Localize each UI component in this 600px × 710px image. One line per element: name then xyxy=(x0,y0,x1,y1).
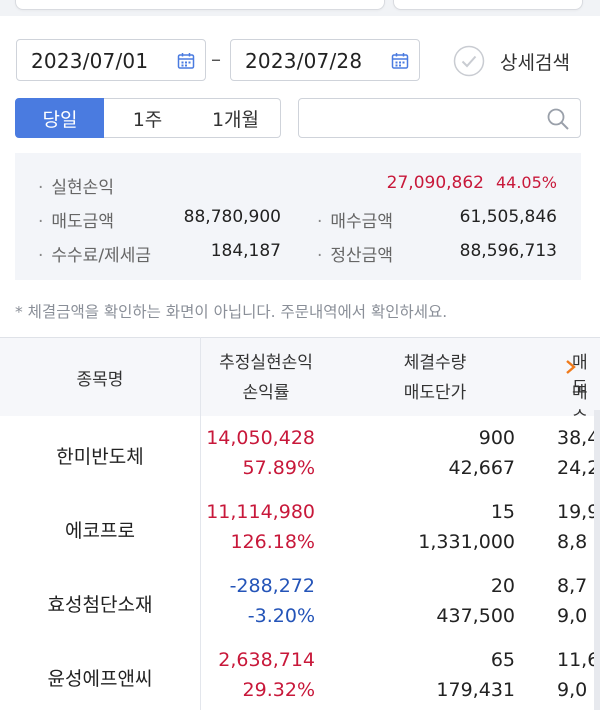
header-est-pnl: 추정실현손익 xyxy=(219,353,313,373)
col4-value-1: 11,6 xyxy=(557,649,600,671)
tab-today[interactable]: 당일 xyxy=(15,98,105,138)
sell-amount-label: 매도금액 xyxy=(38,207,114,232)
settlement-value: 88,596,713 xyxy=(459,241,557,261)
exec-qty-value: 900 xyxy=(478,427,515,449)
sell-amount-value: 88,780,900 xyxy=(183,207,281,227)
sell-price-value: 42,667 xyxy=(448,457,515,479)
fee-tax-label: 수수료/제세금 xyxy=(38,241,151,266)
top-card-left[interactable] xyxy=(15,0,385,10)
stock-name: 윤성에프앤씨 xyxy=(47,668,153,690)
table-row[interactable]: 한미반도체 14,050,428 57.89% 900 42,667 38,4 … xyxy=(0,416,600,491)
est-pnl-value: 11,114,980 xyxy=(206,501,315,523)
table-row[interactable]: 효성첨단소재 -288,272 -3.20% 20 437,500 8,7 9,… xyxy=(0,564,600,639)
end-date-picker[interactable]: 2023/07/28 xyxy=(230,39,420,81)
column-divider xyxy=(200,337,201,710)
buy-amount-value: 61,505,846 xyxy=(459,207,557,227)
realized-pnl-rate: 44.05% xyxy=(495,173,557,192)
col4-value-2: 9,0 xyxy=(557,679,588,701)
end-date-value: 2023/07/28 xyxy=(245,49,363,73)
stock-name: 한미반도체 xyxy=(56,446,144,468)
pnl-rate-value: -3.20% xyxy=(247,605,315,627)
col4-value-2: 24,2 xyxy=(557,457,600,479)
header-exec-qty: 체결수량 xyxy=(403,353,467,373)
pnl-rate-value: 29.32% xyxy=(242,679,315,701)
header-pnl-rate: 손익률 xyxy=(242,383,290,403)
tab-1week[interactable]: 1주 xyxy=(104,98,192,138)
horizontal-scroll-edge[interactable] xyxy=(594,410,600,710)
stock-name: 에코프로 xyxy=(65,520,135,542)
start-date-value: 2023/07/01 xyxy=(31,49,149,73)
table-header xyxy=(0,337,600,417)
col4-value-2: 8,8 xyxy=(557,531,588,553)
detail-search-label[interactable]: 상세검색 xyxy=(500,52,570,74)
stock-name: 효성첨단소재 xyxy=(47,594,153,616)
stock-search-input[interactable] xyxy=(298,98,581,138)
realized-pnl-value: 27,090,862 xyxy=(386,173,484,193)
col4-value-1: 8,7 xyxy=(557,575,588,597)
settlement-label: 정산금액 xyxy=(317,241,393,266)
header-sell-price: 매도단가 xyxy=(403,383,467,403)
notice-text: * 체결금액을 확인하는 화면이 아닙니다. 주문내역에서 확인하세요. xyxy=(15,303,448,321)
top-card-right[interactable] xyxy=(393,0,583,10)
exec-qty-value: 15 xyxy=(490,501,515,523)
table-row[interactable]: 윤성에프앤씨 2,638,714 29.32% 65 179,431 11,6 … xyxy=(0,638,600,710)
col4-value-2: 9,0 xyxy=(557,605,588,627)
scroll-right-arrow-icon[interactable] xyxy=(565,360,577,374)
est-pnl-value: 2,638,714 xyxy=(218,649,315,671)
header-stock-name: 종목명 xyxy=(76,370,124,390)
est-pnl-value: -288,272 xyxy=(229,575,315,597)
sell-price-value: 1,331,000 xyxy=(418,531,515,553)
calendar-icon[interactable] xyxy=(391,52,409,70)
table-row[interactable]: 에코프로 11,114,980 126.18% 15 1,331,000 19,… xyxy=(0,490,600,565)
realized-pnl-label: 실현손익 xyxy=(38,173,114,198)
sell-price-value: 437,500 xyxy=(436,605,515,627)
sell-price-value: 179,431 xyxy=(436,679,515,701)
col4-value-1: 38,4 xyxy=(557,427,600,449)
tab-1month[interactable]: 1개월 xyxy=(191,98,281,138)
exec-qty-value: 65 xyxy=(490,649,515,671)
date-separator: – xyxy=(211,47,221,71)
exec-qty-value: 20 xyxy=(490,575,515,597)
check-circle-icon[interactable] xyxy=(453,45,485,77)
buy-amount-label: 매수금액 xyxy=(317,207,393,232)
search-icon[interactable] xyxy=(546,107,570,131)
fee-tax-value: 184,187 xyxy=(210,241,281,261)
col4-value-1: 19,9 xyxy=(557,501,600,523)
start-date-picker[interactable]: 2023/07/01 xyxy=(16,39,206,81)
pnl-rate-value: 126.18% xyxy=(230,531,315,553)
est-pnl-value: 14,050,428 xyxy=(206,427,315,449)
header-col4-line1: 매도 xyxy=(572,353,588,398)
pnl-rate-value: 57.89% xyxy=(242,457,315,479)
calendar-icon[interactable] xyxy=(177,52,195,70)
